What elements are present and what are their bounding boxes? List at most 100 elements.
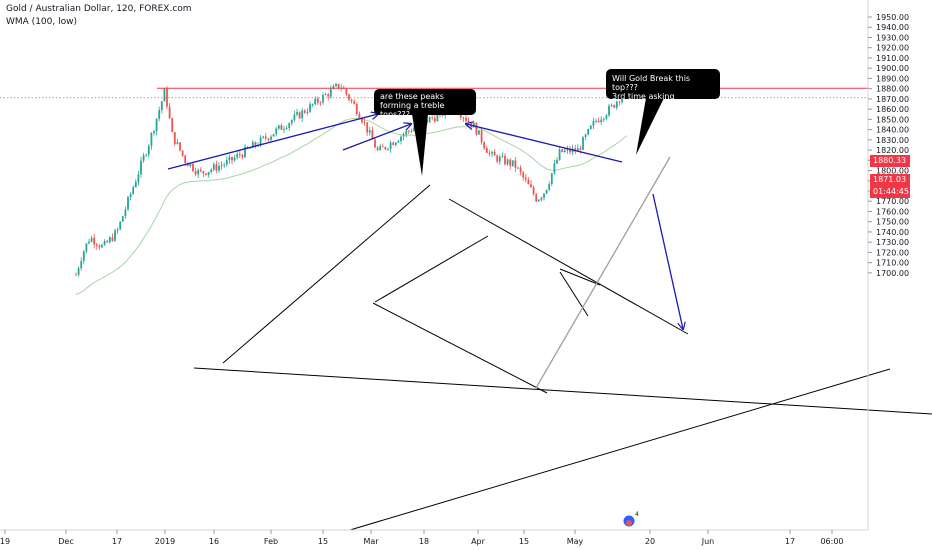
candle-body: [254, 142, 257, 146]
candle-body: [140, 160, 142, 175]
x-tick-label: Mar: [363, 537, 379, 546]
x-tick-label: 19: [0, 537, 10, 546]
candle-body: [532, 187, 535, 195]
candle-body: [233, 157, 236, 161]
candle-body: [545, 189, 548, 194]
candle-body: [519, 167, 522, 173]
candle-body: [314, 98, 317, 105]
candle-body: [475, 122, 478, 135]
candle-body: [459, 114, 462, 118]
candle-body: [147, 145, 150, 155]
chart-title: Gold / Australian Dollar, 120, FOREX.com: [6, 4, 192, 14]
candle-body: [238, 154, 241, 156]
candle-body: [90, 237, 93, 242]
candle-body: [119, 221, 122, 230]
callout-line: 3rd time asking: [612, 92, 675, 101]
x-tick-label: 06:00: [820, 537, 843, 546]
y-tick-label: 1840.00: [876, 126, 909, 135]
y-tick-label: 1950.00: [876, 13, 909, 22]
x-tick-label: 2019: [155, 537, 175, 546]
candle-body: [121, 216, 124, 222]
candle-body: [93, 237, 96, 245]
candle-body: [280, 125, 283, 130]
candle-body: [272, 134, 275, 137]
candle-body: [95, 244, 98, 246]
y-tick-label: 1750.00: [876, 218, 909, 227]
trend-line-long-support: [193, 367, 932, 415]
candle-body: [537, 199, 540, 202]
candle-body: [236, 154, 239, 158]
drawings: 4: [0, 87, 932, 531]
candle-body: [212, 164, 215, 170]
candle-body: [98, 245, 101, 248]
y-tick-label: 1740.00: [876, 228, 909, 237]
y-tick-label: 1890.00: [876, 74, 909, 83]
candle-body: [192, 163, 194, 171]
candle-body: [522, 172, 525, 178]
candle-body: [540, 197, 543, 200]
x-tick-label: 20: [645, 537, 655, 546]
candle-body: [311, 104, 314, 105]
candle-body: [85, 243, 88, 252]
candle-body: [171, 118, 174, 133]
candle-body: [381, 146, 384, 148]
x-tick-label: May: [567, 537, 584, 546]
candle-body: [228, 156, 231, 161]
callout-line: forming a treble tops???: [380, 101, 445, 119]
arrow-to-callout-left: [167, 114, 378, 170]
candle-body: [335, 83, 337, 87]
candle-body: [114, 230, 116, 241]
candle-body: [142, 155, 145, 161]
x-tick-label: 18: [419, 537, 429, 546]
y-tick-label: 1920.00: [876, 44, 909, 53]
y-tick-label: 1860.00: [876, 105, 909, 114]
candle-body: [462, 117, 465, 119]
candle-body: [561, 149, 564, 153]
candle-body: [270, 136, 272, 140]
candle-body: [436, 113, 439, 122]
candle-body: [550, 173, 553, 184]
candle-body: [613, 104, 616, 108]
candle-body: [101, 244, 103, 248]
candle-body: [527, 179, 530, 185]
candle-body: [251, 142, 254, 148]
callout-line: Will Gold Break this top???: [612, 74, 691, 92]
candle-body: [543, 193, 545, 198]
candle-body: [371, 130, 374, 140]
candle-body: [283, 128, 285, 130]
x-tick-label: 17: [112, 537, 122, 546]
candle-body: [501, 155, 504, 157]
candle-body: [184, 155, 187, 163]
candle-body: [267, 138, 270, 140]
candle-body: [587, 129, 590, 135]
candle-body: [574, 148, 577, 152]
y-tick-label: 1830.00: [876, 136, 909, 145]
candle-body: [153, 131, 155, 134]
candle-body: [405, 130, 408, 135]
y-tick-label: 1820.00: [876, 146, 909, 155]
candle-body: [548, 183, 551, 190]
candle-body: [223, 164, 226, 166]
candle-body: [610, 104, 613, 106]
candle-body: [132, 187, 135, 195]
candle-body: [246, 146, 249, 149]
candle-body: [137, 174, 140, 182]
candle-body: [511, 160, 514, 166]
y-tick-label: 1770.00: [876, 197, 909, 206]
candle-body: [431, 117, 434, 119]
candle-body: [506, 159, 509, 165]
candle-body: [493, 151, 496, 156]
candle-body: [389, 142, 392, 149]
candle-body: [194, 170, 197, 175]
candle-body: [602, 118, 605, 120]
candle-body: [579, 148, 582, 150]
candle-body: [186, 162, 189, 167]
candle-body: [199, 169, 202, 172]
x-tick-label: 15: [318, 537, 328, 546]
candle-body: [145, 154, 148, 156]
candle-body: [392, 142, 395, 145]
candle-body: [358, 114, 361, 118]
candle-body: [509, 159, 512, 166]
